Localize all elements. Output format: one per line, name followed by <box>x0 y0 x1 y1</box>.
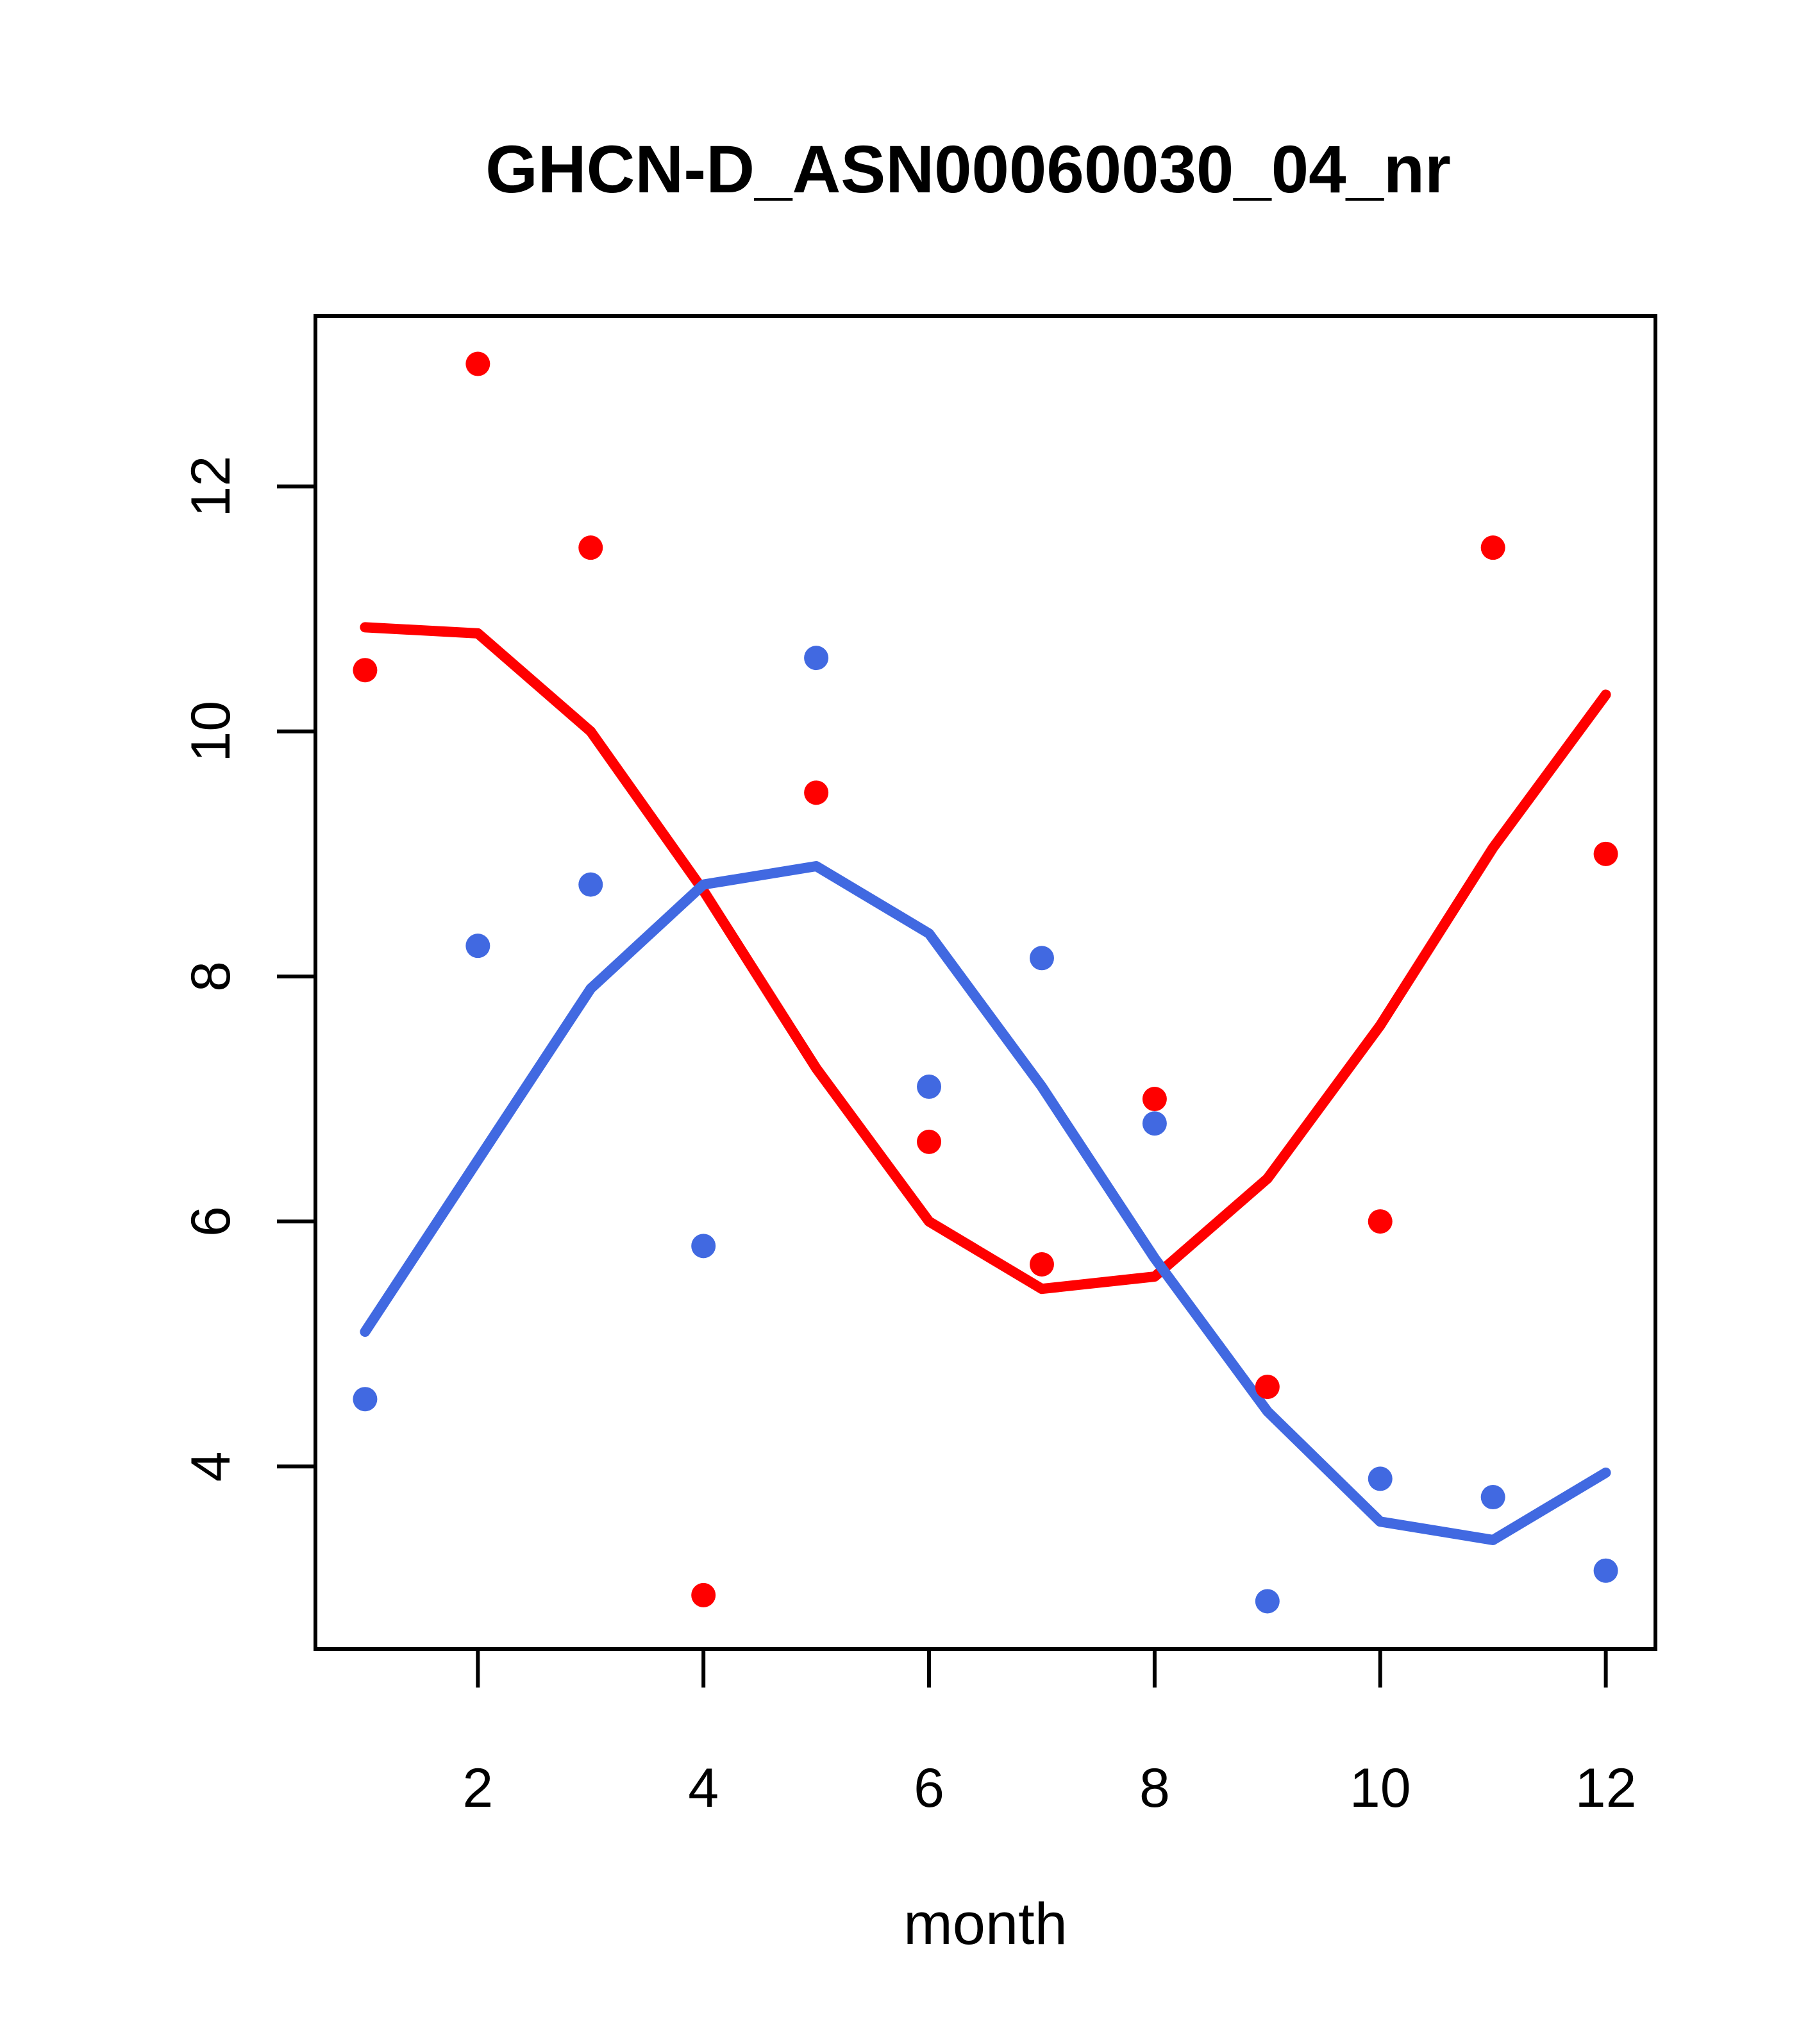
blue-data-point <box>1029 946 1054 971</box>
blue-data-point <box>353 1387 378 1412</box>
blue-data-point <box>578 872 603 897</box>
scatter-points <box>353 351 1618 1614</box>
blue-points-series <box>353 646 1618 1614</box>
blue-data-point <box>465 934 490 959</box>
blue-data-point <box>691 1234 716 1259</box>
x-axis-tick-labels: 2 4 6 8 10 12 <box>462 1757 1636 1819</box>
y-axis-tick-labels: 4 6 8 10 12 <box>180 456 242 1482</box>
red-data-point <box>1593 841 1618 866</box>
red-data-point <box>1255 1375 1280 1400</box>
x-tick-label: 4 <box>688 1757 719 1819</box>
red-data-point <box>353 658 378 683</box>
red-data-point <box>1142 1087 1167 1112</box>
blue-data-point <box>804 646 829 671</box>
plot-border <box>314 314 1657 1651</box>
y-tick-label: 12 <box>180 456 242 517</box>
x-tick-label: 6 <box>914 1757 944 1819</box>
red-data-point <box>465 351 490 376</box>
blue-data-point <box>1593 1558 1618 1583</box>
blue-data-point <box>1255 1589 1280 1614</box>
blue-data-point <box>1480 1485 1505 1510</box>
x-axis-ticks <box>476 1649 1608 1688</box>
red-data-point <box>804 780 829 805</box>
chart-title: GHCN-D_ASN00060030_04_nr <box>485 132 1451 207</box>
y-tick-label: 10 <box>180 701 242 762</box>
x-tick-label: 8 <box>1139 1757 1170 1819</box>
red-data-point <box>1368 1209 1393 1234</box>
red-data-point <box>691 1582 716 1607</box>
red-data-point <box>1029 1252 1054 1277</box>
red-data-point <box>1480 535 1505 560</box>
blue-data-point <box>1368 1466 1393 1491</box>
blue-loess-line <box>360 860 1611 1545</box>
y-axis-ticks <box>277 484 315 1469</box>
blue-data-point <box>917 1074 942 1099</box>
red-loess-line <box>360 622 1611 1294</box>
y-tick-label: 6 <box>180 1206 242 1237</box>
loess-lines <box>360 622 1611 1545</box>
x-tick-label: 2 <box>462 1757 493 1819</box>
red-points-series <box>353 351 1618 1607</box>
y-tick-label: 4 <box>180 1451 242 1482</box>
x-tick-label: 12 <box>1575 1757 1637 1819</box>
x-tick-label: 10 <box>1350 1757 1411 1819</box>
red-data-point <box>917 1129 942 1154</box>
red-data-point <box>578 535 603 560</box>
blue-data-point <box>1142 1111 1167 1136</box>
y-tick-label: 8 <box>180 961 242 992</box>
x-axis-label: month <box>903 1891 1068 1957</box>
